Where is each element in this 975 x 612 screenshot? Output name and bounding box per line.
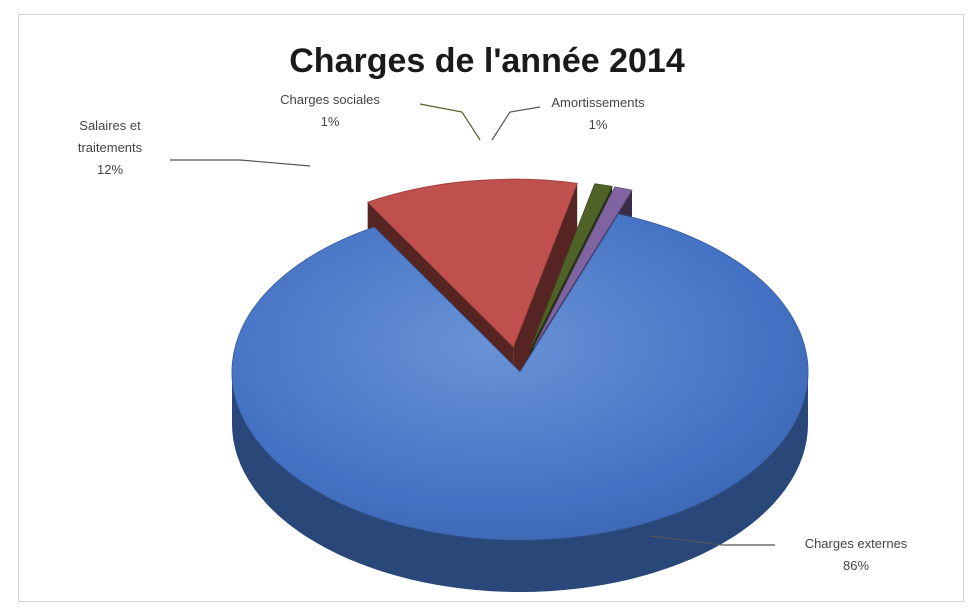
label-name-line: Amortissements: [551, 95, 645, 110]
leader-charges-externes: [649, 535, 775, 546]
label-amortissements: Amortissements 1%: [551, 95, 645, 132]
slice-wall-salaires-et-traitements-1: [513, 183, 578, 400]
leader-charges-sociales: [419, 103, 481, 141]
slice-labels: Charges externes 86% Salaires et traitement…: [78, 92, 908, 573]
slice-charges-sociales: [530, 183, 613, 348]
label-percent: 86%: [843, 558, 869, 573]
label-charges-externes: Charges externes 86%: [805, 536, 908, 573]
leader-lines: [170, 103, 775, 546]
label-salaires-et-traitements: Salaires et traitements 12%: [78, 118, 143, 177]
label-name-line: Charges externes: [805, 536, 908, 551]
slice-charges-externes: [231, 213, 809, 541]
label-percent: 1%: [589, 117, 608, 132]
slice-salaires-et-traitements: [366, 178, 578, 348]
leader-salaires-et-traitements: [170, 159, 311, 167]
leader-amortissements: [491, 106, 541, 141]
pie-slices: [231, 178, 809, 541]
slice-amortissements: [533, 186, 633, 349]
label-name-line: Salaires et: [79, 118, 141, 133]
label-percent: 1%: [321, 114, 340, 129]
label-name-line: Charges sociales: [280, 92, 380, 107]
slice-rim-charges-externes: [232, 372, 808, 592]
label-percent: 12%: [97, 162, 123, 177]
label-name-line: traitements: [78, 140, 143, 155]
chart-title: Charges de l'année 2014: [289, 42, 685, 80]
label-charges-sociales: Charges sociales 1%: [280, 92, 380, 129]
